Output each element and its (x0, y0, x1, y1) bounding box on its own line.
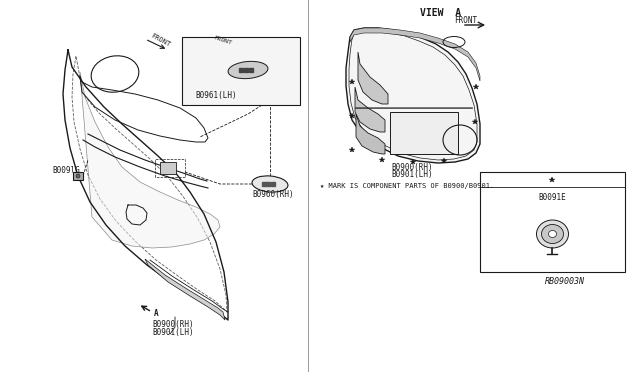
Text: FRONT: FRONT (454, 16, 477, 25)
Text: B0901(LH): B0901(LH) (391, 170, 433, 179)
Text: FRONT: FRONT (213, 35, 232, 46)
Text: VIEW  A: VIEW A (420, 8, 461, 18)
Text: B0091E: B0091E (539, 193, 566, 202)
Text: B0901(LH): B0901(LH) (152, 328, 194, 337)
Polygon shape (346, 28, 480, 163)
Polygon shape (356, 114, 385, 154)
FancyBboxPatch shape (160, 162, 176, 174)
Bar (480, 172, 625, 272)
Polygon shape (355, 87, 385, 132)
Ellipse shape (541, 224, 563, 244)
Ellipse shape (228, 61, 268, 78)
Text: RB09003N: RB09003N (545, 277, 584, 286)
Polygon shape (358, 52, 388, 104)
Polygon shape (80, 72, 220, 248)
Ellipse shape (536, 220, 568, 248)
Ellipse shape (76, 174, 80, 178)
Ellipse shape (252, 176, 288, 192)
Text: A: A (154, 308, 159, 317)
Bar (390, 112, 458, 154)
Ellipse shape (548, 231, 557, 237)
FancyBboxPatch shape (73, 172, 83, 180)
Text: B0960(RH): B0960(RH) (252, 190, 294, 199)
Text: FRONT: FRONT (150, 33, 172, 48)
Text: B0900(RH): B0900(RH) (391, 163, 433, 172)
Polygon shape (145, 259, 225, 320)
Text: B0961(LH): B0961(LH) (195, 91, 237, 100)
Text: B009lG: B009lG (52, 166, 80, 174)
Text: B0900(RH): B0900(RH) (152, 320, 194, 329)
Text: ★ MARK IS COMPONENT PARTS OF B0900/B0901.: ★ MARK IS COMPONENT PARTS OF B0900/B0901… (320, 183, 494, 189)
Polygon shape (350, 28, 480, 81)
Bar (182, 37, 300, 105)
